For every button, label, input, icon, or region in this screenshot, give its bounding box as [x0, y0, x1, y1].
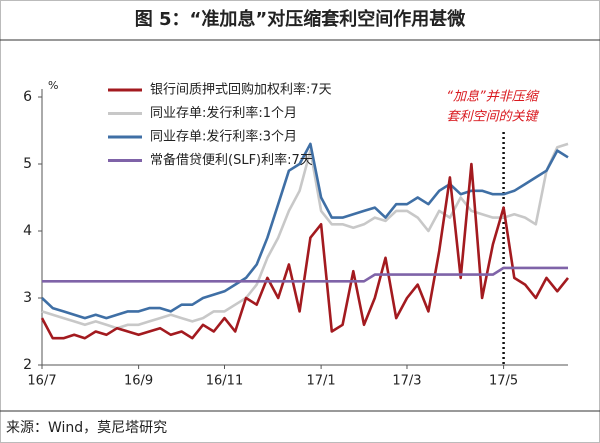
x-tick-label: 16/7: [27, 374, 56, 389]
series-line: [42, 266, 568, 283]
y-tick-label: 2: [23, 357, 32, 373]
chart-title: 图 5：“准加息”对压缩套利空间作用甚微: [135, 8, 465, 30]
x-tick-label: 16/9: [124, 374, 153, 389]
x-tick-label: 17/1: [307, 374, 336, 389]
y-tick-label: 5: [23, 156, 32, 172]
series-line: [41, 142, 569, 320]
legend-label: 同业存单:发行利率:1个月: [150, 105, 297, 121]
annotation: “加息”并非压缩: [446, 89, 539, 105]
y-tick-label: 4: [23, 223, 32, 239]
series-line: [41, 142, 569, 330]
source: 来源：Wind，莫尼塔研究: [6, 420, 167, 436]
y-tick-label: 3: [23, 290, 32, 306]
legend-label: 同业存单:发行利率:3个月: [150, 129, 297, 145]
y-tick-label: 6: [23, 89, 32, 105]
annotation: 套利空间的关键: [446, 110, 539, 125]
x-tick-label: 17/3: [392, 374, 421, 389]
y-unit: %: [48, 79, 58, 92]
legend-label: 常备借贷便利(SLF)利率:7天: [150, 152, 313, 168]
x-tick-label: 16/11: [206, 374, 243, 389]
legend-label: 银行间质押式回购加权利率:7天: [150, 82, 332, 98]
x-tick-label: 17/5: [489, 374, 518, 389]
series-line: [40, 162, 570, 340]
